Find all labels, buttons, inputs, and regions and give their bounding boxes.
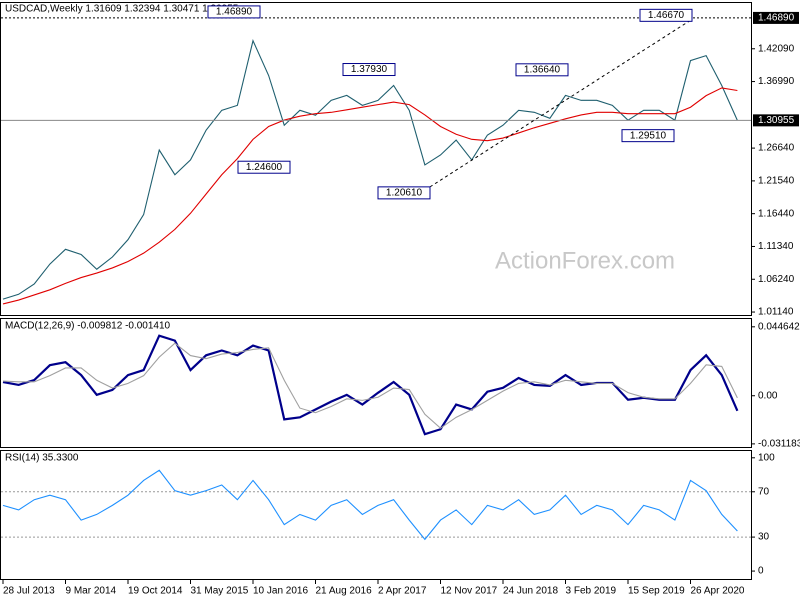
macd-title: MACD(12,26,9) -0.009812 -0.001410 xyxy=(5,321,171,332)
trend-line xyxy=(429,18,693,188)
y-tick-label: 30 xyxy=(758,532,770,543)
rsi-panel xyxy=(0,450,752,580)
y-tick-label: 1.01140 xyxy=(758,307,794,318)
x-tick-label: 10 Jan 2016 xyxy=(253,586,308,597)
annotation-label: 1.46670 xyxy=(648,10,685,21)
annotation-label: 1.46890 xyxy=(216,7,253,18)
x-tick-label: 15 Sep 2019 xyxy=(628,586,685,597)
watermark: ActionForex.com xyxy=(495,247,675,274)
annotation-label: 1.24600 xyxy=(246,162,283,173)
y-tick-label: 0 xyxy=(758,566,764,577)
annotation-label: 1.29510 xyxy=(630,130,667,141)
series-line xyxy=(2,342,738,429)
y-tick-label: 1.36990 xyxy=(758,76,795,87)
series-line xyxy=(2,87,738,305)
y-tick-label: 1.42090 xyxy=(758,43,795,54)
price-title: USDCAD,Weekly 1.31609 1.32394 1.30471 1.… xyxy=(5,4,239,15)
x-tick-label: 19 Oct 2014 xyxy=(128,586,183,597)
y-tick-label: 100 xyxy=(758,452,775,463)
series-line xyxy=(2,39,738,300)
price-panel xyxy=(0,2,752,316)
x-tick-label: 2 Apr 2017 xyxy=(378,586,427,597)
x-tick-label: 12 Nov 2017 xyxy=(441,586,498,597)
x-tick-label: 21 Aug 2016 xyxy=(316,586,373,597)
x-tick-label: 3 Feb 2019 xyxy=(566,586,617,597)
rsi-title: RSI(14) 35.3300 xyxy=(5,453,79,464)
annotation-label: 1.20610 xyxy=(386,188,423,199)
y-tick-label: -0.031183 xyxy=(758,439,800,450)
x-tick-label: 26 Apr 2020 xyxy=(691,586,745,597)
annotation-box xyxy=(621,129,675,143)
annotation-box xyxy=(237,160,291,174)
series-line xyxy=(2,469,738,541)
x-tick-label: 31 May 2015 xyxy=(191,586,249,597)
y-tick-label: 1.06240 xyxy=(758,274,795,285)
macd-panel xyxy=(0,318,752,448)
x-tick-label: 28 Jul 2013 xyxy=(3,586,55,597)
y-tick-label: 0.00 xyxy=(758,390,778,401)
price-tag xyxy=(753,114,799,127)
x-tick-label: 24 Jun 2018 xyxy=(503,586,558,597)
y-tick-label: 1.16440 xyxy=(758,208,795,219)
annotation-box xyxy=(377,186,431,200)
y-tick-label: 1.26640 xyxy=(758,143,795,154)
price-tag-label: 1.30955 xyxy=(758,115,795,126)
x-tick-label: 9 Mar 2014 xyxy=(66,586,117,597)
annotation-label: 1.36640 xyxy=(524,64,561,75)
annotation-box xyxy=(639,8,693,22)
y-tick-label: 70 xyxy=(758,486,770,497)
annotation-label: 1.37930 xyxy=(351,64,388,75)
price-tag-label: 1.46890 xyxy=(758,13,795,24)
price-tag xyxy=(753,11,799,24)
annotation-box xyxy=(515,63,569,77)
annotation-box xyxy=(207,5,261,19)
y-tick-label: 0.044642 xyxy=(758,321,800,332)
annotation-box xyxy=(342,63,396,77)
y-tick-label: 1.21540 xyxy=(758,176,795,187)
y-tick-label: 1.11340 xyxy=(758,241,794,252)
